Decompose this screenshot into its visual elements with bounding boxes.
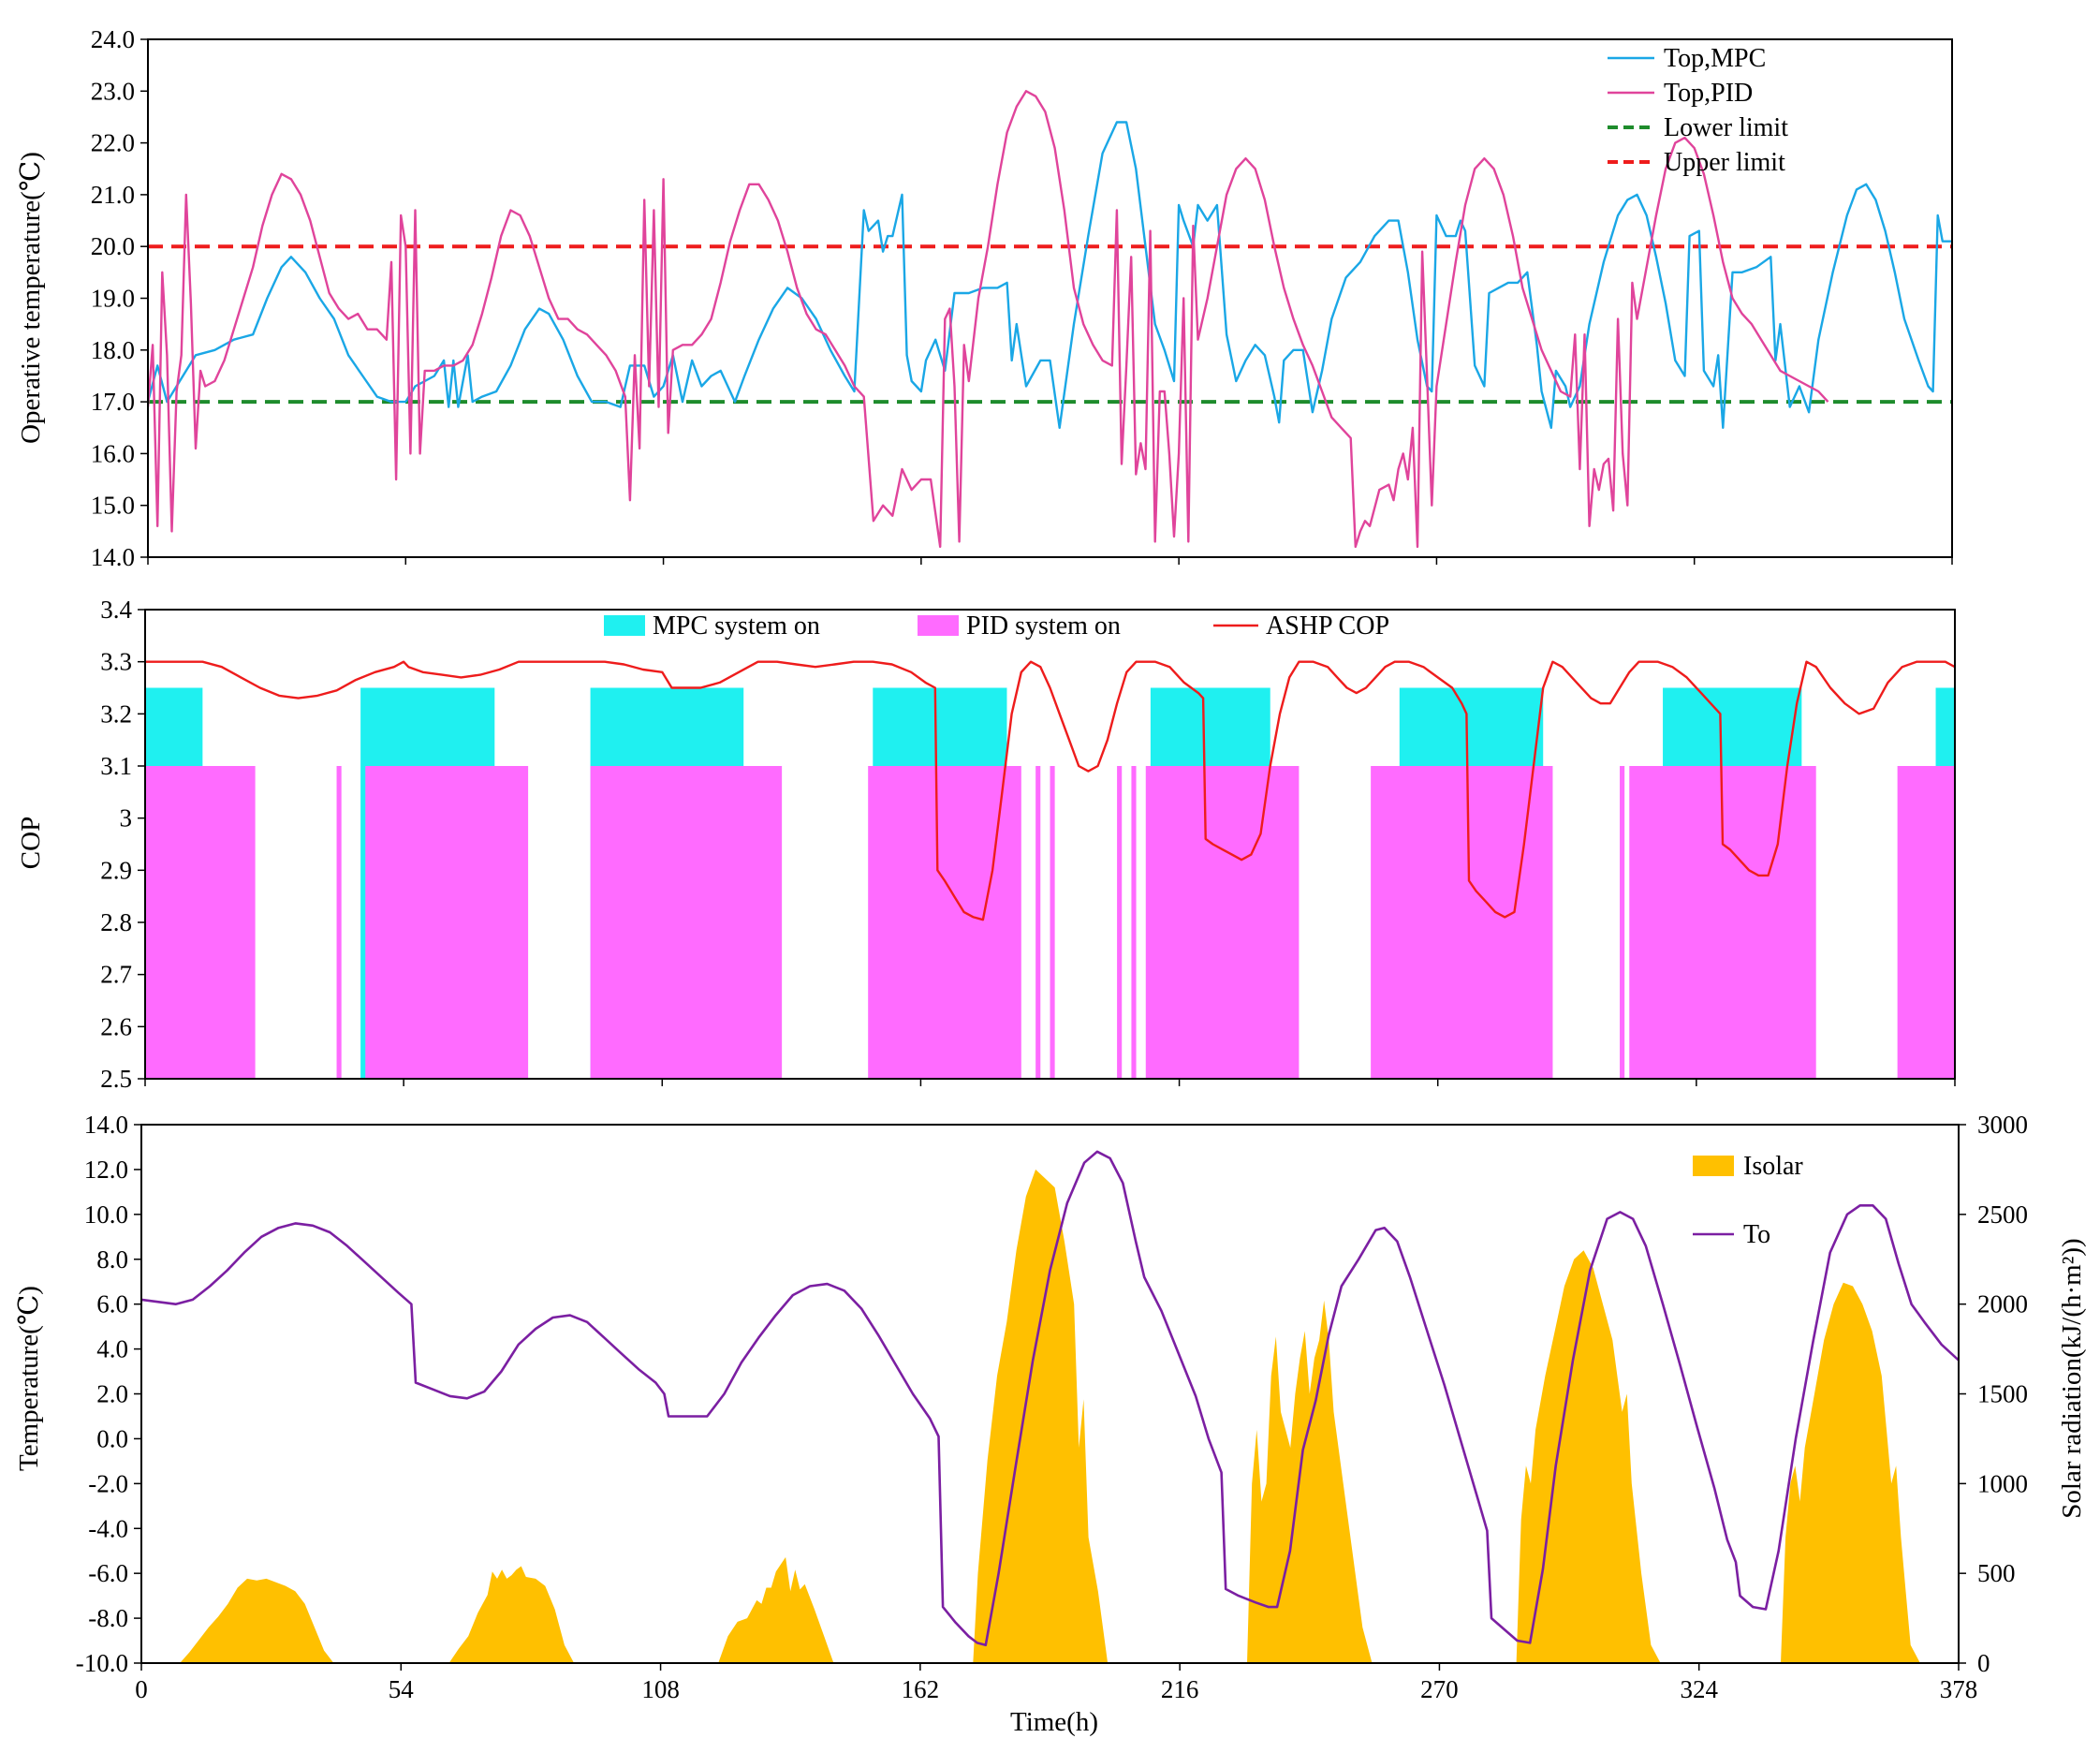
panel3-ytick-label: -6.0	[88, 1559, 128, 1587]
bar-pid-system-on	[1035, 766, 1041, 1079]
panel3-y2tick-label: 0	[1977, 1649, 1990, 1677]
panel3-xtick-label: 108	[641, 1675, 680, 1703]
series-to-line	[141, 1150, 1959, 1647]
bar-pid-system-on	[1131, 766, 1137, 1079]
panel1-ytick-label: 21.0	[91, 181, 135, 209]
panel2-ytick-label: 3.1	[100, 752, 132, 780]
panel3-xtick-label: 54	[389, 1675, 415, 1703]
panel1-ytick-label: 15.0	[91, 492, 135, 520]
panel3-ytick-label: 2.0	[96, 1380, 128, 1408]
panel2-ytick-label: 2.5	[100, 1065, 132, 1093]
panel3-ytick-label: 6.0	[96, 1290, 128, 1318]
panel3-ytick-label: -8.0	[88, 1604, 128, 1632]
panel2-ylabel: COP	[16, 817, 46, 869]
panel1-ytick-label: 19.0	[91, 285, 135, 313]
panel3-ylabel: Temperature(℃)	[14, 1286, 44, 1471]
bar-pid-system-on	[1117, 766, 1123, 1079]
panel3-ytick-label: -4.0	[88, 1514, 128, 1542]
legend-label-0: MPC system on	[653, 611, 820, 641]
panel3-ytick-label: -10.0	[76, 1649, 128, 1677]
bar-pid-system-on	[1050, 766, 1055, 1079]
panel1-ytick-label: 18.0	[91, 336, 135, 364]
series-ashp-cop	[145, 660, 1955, 921]
legend-label-3: Upper limit	[1664, 148, 1785, 177]
series-top-pid	[148, 90, 1829, 549]
panel1-plot-frame	[147, 38, 1953, 558]
panel1-ytick-label: 16.0	[91, 439, 135, 467]
panel-cop: 2.5 2.6 2.7 2.8 2.9 3 3.1 3.2 3.3 3.4 MPC system o…	[100, 596, 1956, 1093]
legend-label-1: PID system on	[966, 611, 1121, 641]
panel3-xtick-label: 378	[1940, 1675, 1978, 1703]
panel3-ytick-label: 14.0	[84, 1111, 128, 1139]
panel2-ytick-label: 2.6	[100, 1012, 132, 1040]
bar-pid-system-on	[1897, 766, 1955, 1079]
panel3-xtick-label: 324	[1680, 1675, 1718, 1703]
panel1-ytick-label: 20.0	[91, 232, 135, 260]
legend-swatch-1	[918, 615, 959, 636]
series-top-mpc	[148, 121, 1952, 429]
panel3-xtick-label: 270	[1420, 1675, 1459, 1703]
bar-pid-system-on	[1620, 766, 1625, 1079]
bar-pid-system-on	[1145, 766, 1300, 1079]
legend-label-2: Lower limit	[1664, 113, 1788, 142]
panel2-plot-frame	[144, 609, 1956, 1080]
panel2-ytick-label: 3.2	[100, 700, 132, 728]
panel3-y2tick-label: 3000	[1977, 1111, 2028, 1139]
panel1-ytick-label: 23.0	[91, 77, 135, 105]
panel1-ytick-label: 22.0	[91, 129, 135, 157]
bar-pid-system-on	[590, 766, 783, 1079]
panel1-ytick-label: 17.0	[91, 388, 135, 416]
bar-pid-system-on	[365, 766, 529, 1079]
panel3-ytick-label: 12.0	[84, 1156, 128, 1184]
panel-outdoor-temperature-solar: -10.0 -8.0 -6.0 -4.0 -2.0 0.0 2.0 4.0 6.0 8.0 10.0…	[76, 1111, 2028, 1703]
panel1-ytick-label: 14.0	[91, 543, 135, 571]
panel3-y2tick-label: 2000	[1977, 1290, 2028, 1318]
legend-label-1: Top,PID	[1664, 79, 1753, 108]
panel2-ytick-label: 3	[120, 804, 133, 832]
legend-label-to: To	[1743, 1220, 1770, 1249]
panel3-ytick-label: -2.0	[88, 1469, 128, 1497]
bar-pid-system-on	[145, 766, 256, 1079]
panel3-y2tick-label: 1000	[1977, 1469, 2028, 1497]
panel3-xtick-label: 162	[902, 1675, 940, 1703]
panel3-xtick-label: 216	[1161, 1675, 1199, 1703]
panel3-y2tick-label: 500	[1977, 1559, 2016, 1587]
panel3-y2tick-label: 1500	[1977, 1380, 2028, 1408]
panel1-ytick-label: 24.0	[91, 25, 135, 53]
bar-pid-system-on	[336, 766, 342, 1079]
legend-swatch-isolar	[1693, 1156, 1734, 1176]
panel3-ytick-label: 0.0	[96, 1424, 128, 1452]
series-isolar-area	[180, 1169, 1920, 1663]
legend-label-0: Top,MPC	[1664, 44, 1766, 73]
panel3-plot-frame	[140, 1124, 1960, 1664]
panel2-ytick-label: 2.7	[100, 961, 132, 989]
panel3-y2tick-label: 2500	[1977, 1200, 2028, 1229]
legend-label-2: ASHP COP	[1266, 611, 1389, 641]
panel2-ytick-label: 2.8	[100, 908, 132, 936]
panel3-y2label: Solar radiation(kJ/(h·m²))	[2057, 1238, 2087, 1518]
bar-pid-system-on	[868, 766, 1021, 1079]
panel2-ytick-label: 3.4	[100, 596, 132, 624]
panel3-ytick-label: 10.0	[84, 1200, 128, 1229]
panel1-ylabel: Operative temperature(℃)	[16, 152, 46, 444]
panel3-xlabel: Time(h)	[1010, 1707, 1098, 1737]
panel3-ytick-label: 4.0	[96, 1335, 128, 1363]
panel3-ytick-label: 8.0	[96, 1245, 128, 1274]
panel2-ytick-label: 2.9	[100, 856, 132, 884]
panel3-xtick-label: 0	[135, 1675, 148, 1703]
legend-swatch-0	[604, 615, 645, 636]
bar-pid-system-on	[1371, 766, 1553, 1079]
panel-operative-temperature: 14.0 15.0 16.0 17.0 18.0 19.0 20.0 21.0 22.0 23.0…	[91, 25, 1953, 571]
legend-label-isolar: Isolar	[1743, 1152, 1803, 1181]
panel2-ytick-label: 3.3	[100, 648, 132, 676]
